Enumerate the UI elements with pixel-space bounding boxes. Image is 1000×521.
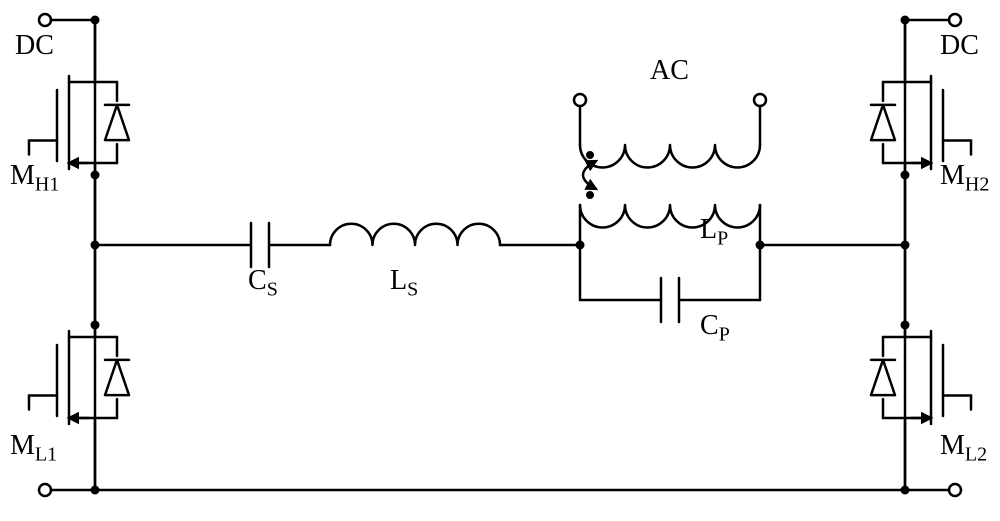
label-ml1: ML1 [10,430,57,467]
label-ac: AC [650,55,689,87]
label-ml2: ML2 [940,430,987,467]
label-mh2: MH2 [940,160,989,197]
label-dc-left: DC [15,30,54,62]
label-cp: CP [700,310,730,347]
label-mh1: MH1 [10,160,59,197]
label-lp: LP [700,214,728,251]
label-ls: LS [390,265,418,302]
label-dc-right: DC [940,30,979,62]
label-cs: CS [248,265,278,302]
